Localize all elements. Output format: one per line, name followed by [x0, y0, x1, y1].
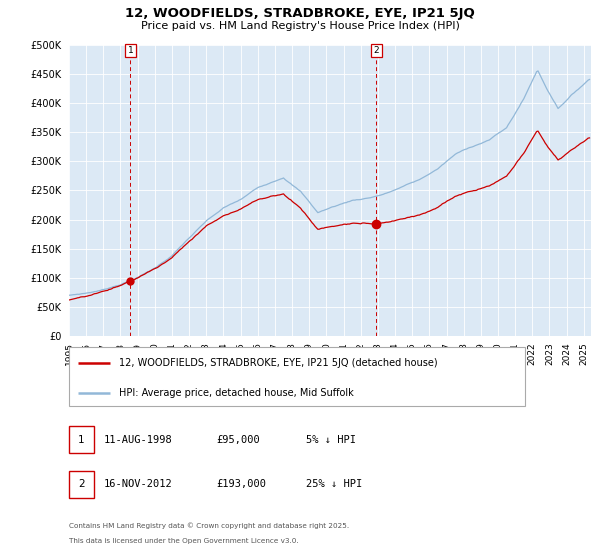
Text: 5% ↓ HPI: 5% ↓ HPI	[306, 435, 356, 445]
Text: 2: 2	[374, 46, 379, 55]
Text: Contains HM Land Registry data © Crown copyright and database right 2025.: Contains HM Land Registry data © Crown c…	[69, 522, 349, 529]
Text: 25% ↓ HPI: 25% ↓ HPI	[306, 479, 362, 489]
Text: £95,000: £95,000	[216, 435, 260, 445]
Text: 16-NOV-2012: 16-NOV-2012	[104, 479, 173, 489]
Text: 11-AUG-1998: 11-AUG-1998	[104, 435, 173, 445]
Text: 1: 1	[128, 46, 133, 55]
Text: £193,000: £193,000	[216, 479, 266, 489]
FancyBboxPatch shape	[69, 347, 525, 406]
Text: 1: 1	[78, 435, 85, 445]
Text: HPI: Average price, detached house, Mid Suffolk: HPI: Average price, detached house, Mid …	[119, 388, 354, 398]
Text: Price paid vs. HM Land Registry's House Price Index (HPI): Price paid vs. HM Land Registry's House …	[140, 21, 460, 31]
Text: 12, WOODFIELDS, STRADBROKE, EYE, IP21 5JQ (detached house): 12, WOODFIELDS, STRADBROKE, EYE, IP21 5J…	[119, 358, 438, 368]
Text: 12, WOODFIELDS, STRADBROKE, EYE, IP21 5JQ: 12, WOODFIELDS, STRADBROKE, EYE, IP21 5J…	[125, 7, 475, 20]
Text: This data is licensed under the Open Government Licence v3.0.: This data is licensed under the Open Gov…	[69, 538, 299, 544]
Text: 2: 2	[78, 479, 85, 489]
